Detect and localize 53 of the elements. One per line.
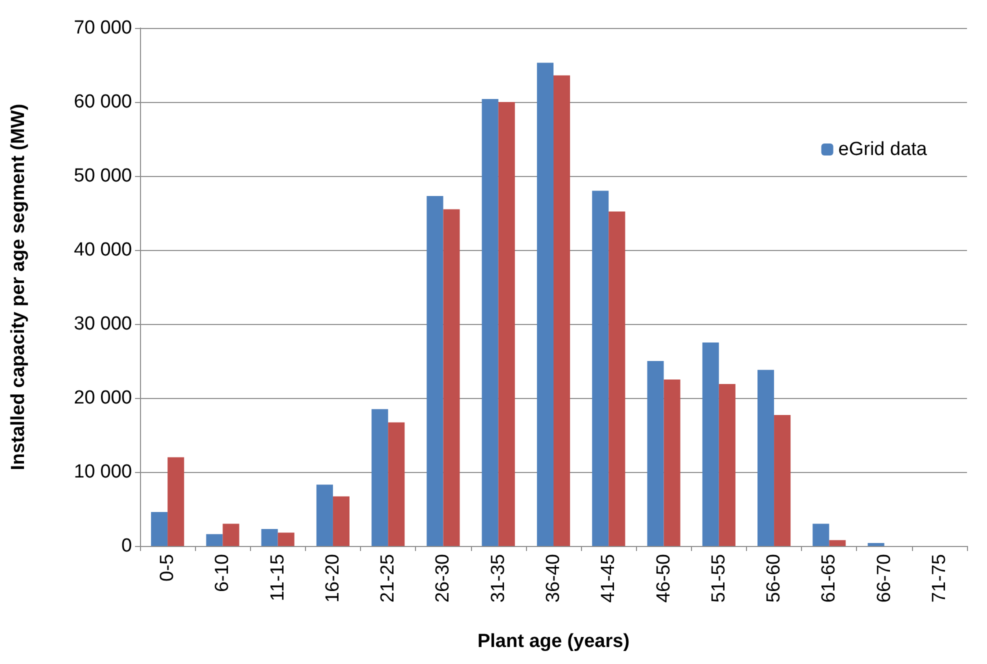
y-tick-label: 70 000 [74, 18, 132, 38]
x-tick-label: 6-10 [212, 554, 234, 592]
y-tick-label: 50 000 [74, 166, 132, 186]
x-tick-label: 56-60 [764, 554, 785, 603]
bar [151, 512, 168, 546]
bar [168, 457, 184, 546]
bar [536, 62, 554, 546]
y-tick-label: 30 000 [74, 314, 132, 334]
bar [647, 361, 664, 546]
y-tick-label: 60 000 [74, 92, 132, 112]
x-tick-label: 51-55 [708, 554, 730, 603]
bar [812, 524, 830, 546]
x-tick-label: 66-70 [874, 554, 895, 603]
bar [372, 409, 388, 546]
x-tick-label: 0-5 [157, 554, 178, 582]
bar [482, 99, 498, 546]
bar [222, 524, 240, 546]
bar [443, 209, 460, 546]
bar [718, 384, 736, 546]
x-tick-label: 26-30 [432, 554, 454, 603]
legend-label: eGrid data [838, 139, 928, 160]
x-tick-label: 46-50 [653, 554, 674, 603]
x-tick-label: 41-45 [598, 554, 620, 603]
bar [426, 196, 444, 546]
bar [278, 532, 294, 546]
bar [774, 415, 791, 546]
x-tick-label: 11-15 [267, 554, 288, 602]
x-tick-label: 36-40 [543, 554, 564, 603]
bar [868, 543, 884, 546]
bar [702, 342, 719, 546]
bar [388, 422, 405, 546]
bar [332, 496, 350, 546]
bar [316, 484, 333, 546]
bar [608, 212, 626, 546]
x-tick-label: 61-65 [818, 554, 840, 603]
x-tick-label: 21-25 [378, 554, 399, 603]
bar [554, 75, 570, 546]
y-tick-label: 40 000 [74, 240, 132, 260]
y-tick-label: 20 000 [74, 388, 132, 408]
bar [498, 102, 515, 546]
x-tick-label: 31-35 [488, 554, 509, 603]
x-tick-label: 16-20 [322, 554, 344, 603]
bar [261, 528, 278, 546]
bar [757, 370, 774, 546]
y-tick-label: 10 000 [74, 462, 132, 482]
bar [664, 380, 680, 546]
y-axis-title: Installed capacity per age segment (MW) [8, 104, 29, 470]
bar [206, 534, 223, 546]
x-tick-label: 71-75 [928, 554, 950, 603]
x-axis-title: Plant age (years) [477, 631, 630, 652]
bar [592, 190, 609, 546]
y-tick-label: 0 [121, 536, 132, 556]
bar [829, 540, 846, 546]
